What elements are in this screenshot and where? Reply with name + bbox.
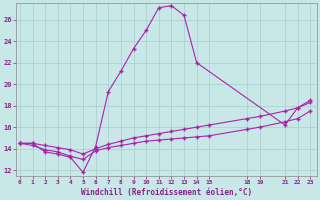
X-axis label: Windchill (Refroidissement éolien,°C): Windchill (Refroidissement éolien,°C) [81, 188, 252, 197]
